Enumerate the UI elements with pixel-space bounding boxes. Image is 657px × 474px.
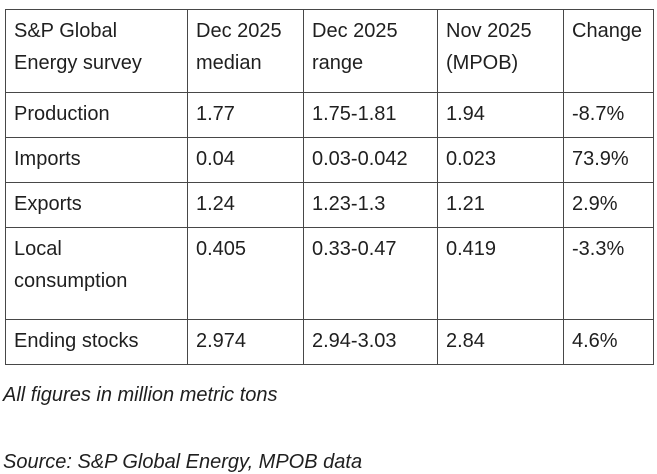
table-row-imports: Imports 0.04 0.03-0.042 0.023 73.9% — [5, 137, 654, 183]
cell-median: 2.974 — [187, 319, 304, 365]
cell-change: 4.6% — [563, 319, 654, 365]
cell-change: 2.9% — [563, 182, 654, 228]
cell-median: 1.77 — [187, 92, 304, 138]
units-note: All figures in million metric tons — [3, 384, 278, 406]
cell-range: 1.75-1.81 — [303, 92, 438, 138]
cell-median: 0.405 — [187, 227, 304, 320]
cell-nov: 0.023 — [437, 137, 564, 183]
row-label: Ending stocks — [5, 319, 188, 365]
cell-nov: 0.419 — [437, 227, 564, 320]
cell-median: 1.24 — [187, 182, 304, 228]
cell-range: 0.03-0.042 — [303, 137, 438, 183]
cell-nov: 1.94 — [437, 92, 564, 138]
cell-change: -3.3% — [563, 227, 654, 320]
row-label: Local consumption — [5, 227, 188, 320]
header-dec-median: Dec 2025 median — [187, 9, 304, 93]
table-header-row: S&P Global Energy survey Dec 2025 median… — [5, 9, 654, 93]
cell-range: 0.33-0.47 — [303, 227, 438, 320]
table-row-exports: Exports 1.24 1.23-1.3 1.21 2.9% — [5, 182, 654, 228]
header-nov-mpob: Nov 2025 (MPOB) — [437, 9, 564, 93]
cell-change: -8.7% — [563, 92, 654, 138]
header-survey: S&P Global Energy survey — [5, 9, 188, 93]
table-row-ending-stocks: Ending stocks 2.974 2.94-3.03 2.84 4.6% — [5, 319, 654, 365]
cell-nov: 2.84 — [437, 319, 564, 365]
header-change: Change — [563, 9, 654, 93]
source-note: Source: S&P Global Energy, MPOB data — [3, 451, 363, 473]
row-label: Imports — [5, 137, 188, 183]
header-dec-range: Dec 2025 range — [303, 9, 438, 93]
cell-median: 0.04 — [187, 137, 304, 183]
row-label: Exports — [5, 182, 188, 228]
cell-change: 73.9% — [563, 137, 654, 183]
cell-range: 1.23-1.3 — [303, 182, 438, 228]
table-row-production: Production 1.77 1.75-1.81 1.94 -8.7% — [5, 92, 654, 138]
survey-table: S&P Global Energy survey Dec 2025 median… — [5, 9, 654, 365]
row-label: Production — [5, 92, 188, 138]
cell-nov: 1.21 — [437, 182, 564, 228]
table-row-local-consumption: Local consumption 0.405 0.33-0.47 0.419 … — [5, 227, 654, 320]
cell-range: 2.94-3.03 — [303, 319, 438, 365]
